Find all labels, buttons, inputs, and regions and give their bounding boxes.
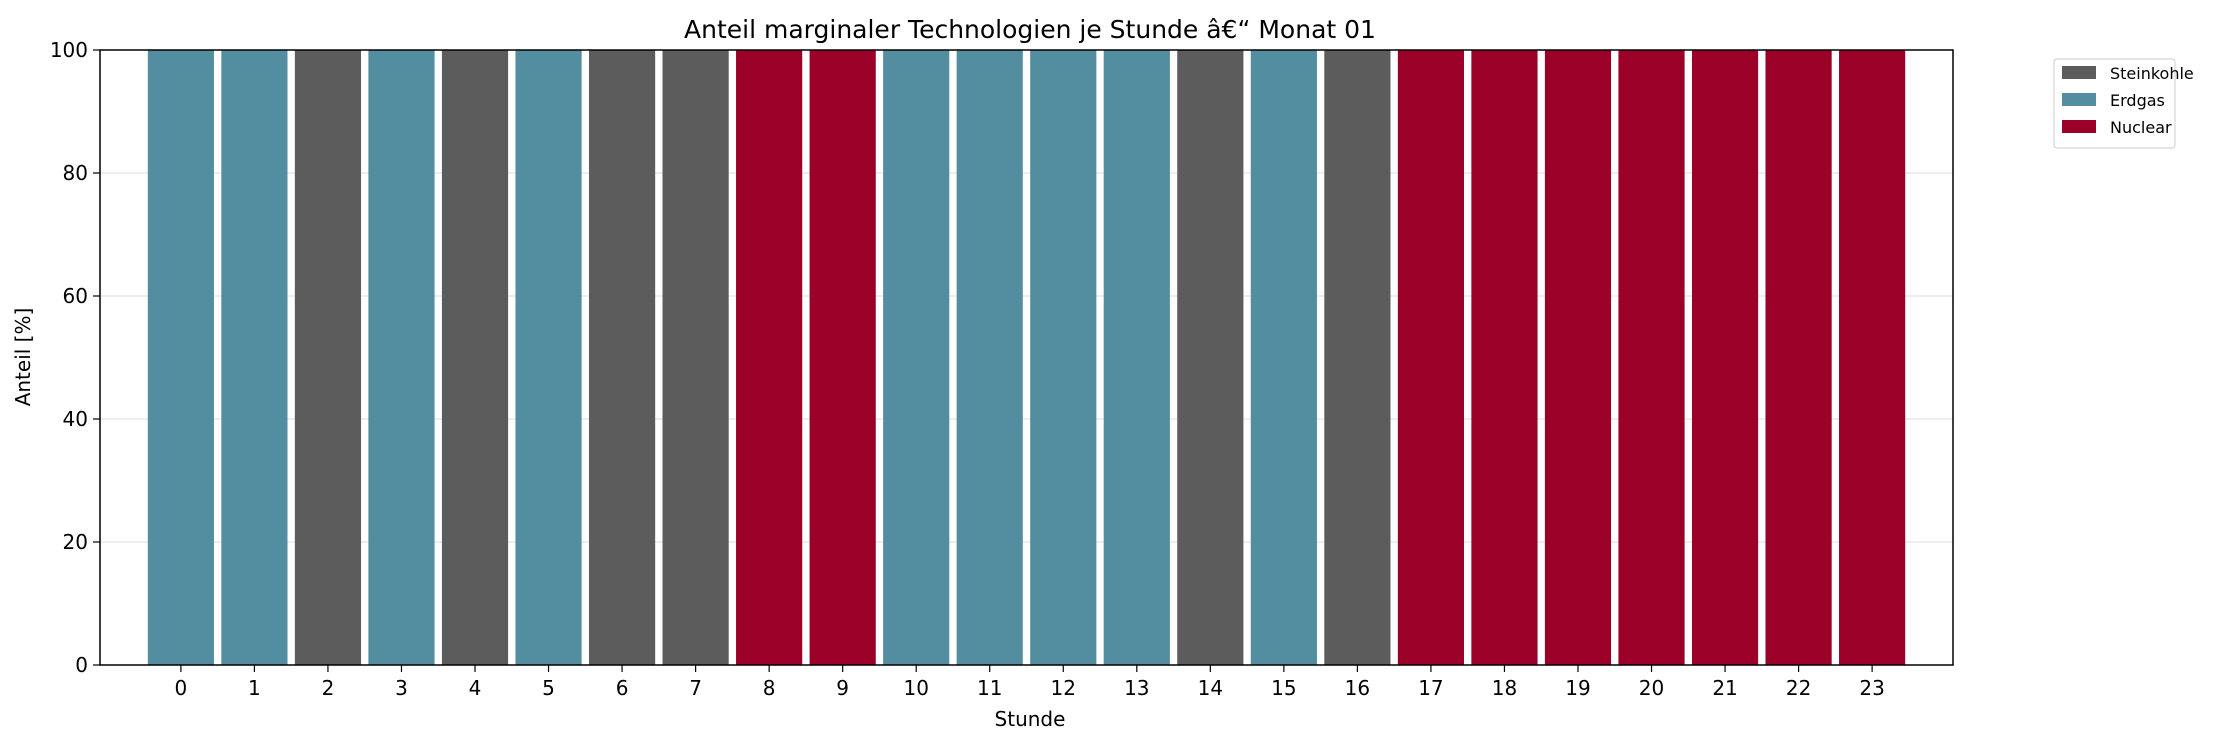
- bar-nuclear-20: [1618, 50, 1685, 665]
- x-tick-label: 19: [1565, 676, 1590, 700]
- y-tick-label: 100: [50, 38, 88, 62]
- x-tick-label: 23: [1859, 676, 1884, 700]
- bar-steinkohle-4: [441, 50, 509, 665]
- x-tick-label: 10: [903, 676, 928, 700]
- x-tick-label: 4: [469, 676, 482, 700]
- y-tick-label: 0: [75, 653, 88, 677]
- bar-nuclear-21: [1691, 50, 1759, 665]
- x-tick-label: 14: [1198, 676, 1223, 700]
- x-tick-label: 7: [689, 676, 702, 700]
- legend-swatch-erdgas: [2062, 93, 2096, 106]
- bar-nuclear-22: [1765, 50, 1832, 665]
- bar-erdgas-3: [368, 50, 435, 665]
- y-axis-label: Anteil [%]: [11, 308, 35, 407]
- bar-steinkohle-16: [1324, 50, 1391, 665]
- bar-steinkohle-7: [662, 50, 729, 665]
- x-tick-label: 6: [616, 676, 629, 700]
- legend-label-nuclear: Nuclear: [2110, 118, 2172, 137]
- bar-nuclear-19: [1544, 50, 1612, 665]
- x-tick-label: 18: [1492, 676, 1517, 700]
- bar-steinkohle-14: [1177, 50, 1244, 665]
- x-tick-label: 9: [836, 676, 849, 700]
- y-tick-label: 20: [63, 530, 88, 554]
- x-tick-label: 0: [175, 676, 188, 700]
- x-tick-label: 3: [395, 676, 408, 700]
- x-axis: 0 1 2 3 4 5 6 7 8 9 10 11 12 13 14 15 16 17 18 19 20 21 22 23: [175, 665, 1885, 700]
- x-tick-label: 2: [322, 676, 335, 700]
- bar-steinkohle-2: [294, 50, 362, 665]
- bar-steinkohle-6: [588, 50, 656, 665]
- bar-nuclear-9: [809, 50, 876, 665]
- x-tick-label: 20: [1639, 676, 1664, 700]
- bars: [147, 50, 1906, 665]
- x-tick-label: 13: [1124, 676, 1149, 700]
- bar-erdgas-1: [221, 50, 288, 665]
- x-tick-label: 15: [1271, 676, 1296, 700]
- chart-title: Anteil marginaler Technologien je Stunde…: [684, 15, 1376, 44]
- bar-erdgas-10: [883, 50, 950, 665]
- bar-erdgas-12: [1030, 50, 1097, 665]
- x-tick-label: 12: [1051, 676, 1076, 700]
- x-tick-label: 11: [977, 676, 1002, 700]
- x-tick-label: 16: [1345, 676, 1370, 700]
- legend-swatch-nuclear: [2062, 120, 2096, 133]
- bar-nuclear-23: [1839, 50, 1906, 665]
- y-tick-label: 80: [63, 161, 88, 185]
- x-tick-label: 21: [1712, 676, 1737, 700]
- y-tick-label: 60: [63, 284, 88, 308]
- bar-erdgas-5: [515, 50, 582, 665]
- legend-label-steinkohle: Steinkohle: [2110, 64, 2194, 83]
- bar-erdgas-0: [147, 50, 214, 665]
- legend-swatch-steinkohle: [2062, 66, 2096, 79]
- x-tick-label: 5: [542, 676, 555, 700]
- x-tick-label: 8: [763, 676, 776, 700]
- y-tick-label: 40: [63, 407, 88, 431]
- y-axis: 0 20 40 60 80 100: [50, 38, 100, 677]
- x-tick-label: 17: [1418, 676, 1443, 700]
- bar-erdgas-13: [1103, 50, 1170, 665]
- legend-label-erdgas: Erdgas: [2110, 91, 2165, 110]
- bar-nuclear-17: [1397, 50, 1465, 665]
- x-tick-label: 1: [248, 676, 261, 700]
- bar-erdgas-11: [956, 50, 1023, 665]
- bar-nuclear-18: [1471, 50, 1538, 665]
- plot-area: [99, 49, 1954, 666]
- x-axis-label: Stunde: [995, 707, 1066, 731]
- legend: Steinkohle Erdgas Nuclear: [2053, 58, 2194, 149]
- bar-erdgas-15: [1250, 50, 1317, 665]
- x-tick-label: 22: [1786, 676, 1811, 700]
- bar-nuclear-8: [736, 50, 803, 665]
